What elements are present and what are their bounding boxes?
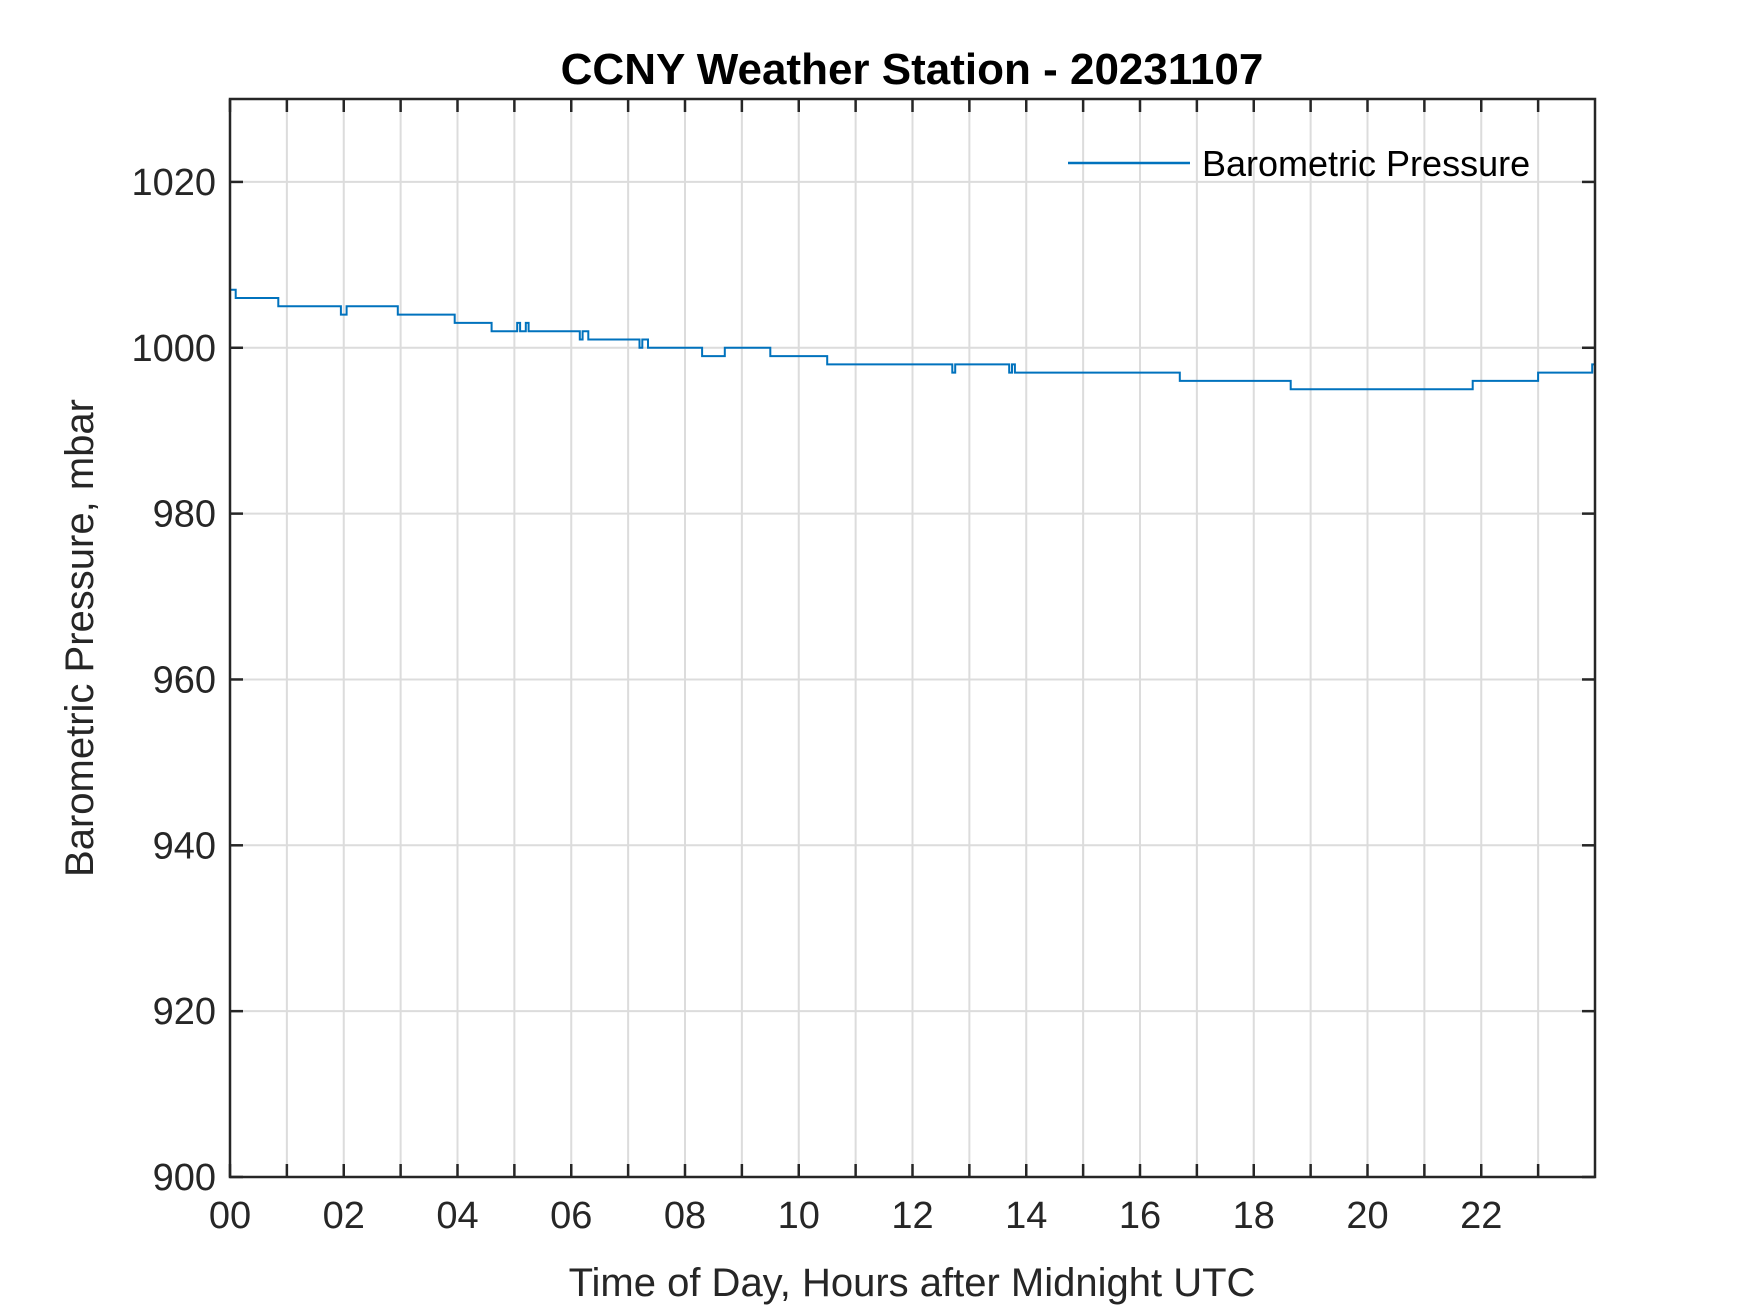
x-tick-label: 08 — [664, 1195, 706, 1237]
tick-marks — [228, 99, 1595, 1179]
x-tick-label: 14 — [1005, 1195, 1047, 1237]
series-line-barometric-pressure — [230, 288, 1595, 391]
x-tick-label: 20 — [1346, 1195, 1388, 1237]
legend-label: Barometric Pressure — [1202, 143, 1530, 184]
y-axis-label: Barometric Pressure, mbar — [58, 399, 102, 877]
y-tick-label: 1020 — [131, 162, 216, 204]
y-tick-label: 900 — [153, 1157, 216, 1199]
y-tick-labels: 900 920 940 960 980 1000 1020 — [131, 162, 216, 1199]
y-tick-label: 920 — [153, 991, 216, 1033]
x-tick-label: 00 — [209, 1195, 251, 1237]
x-tick-label: 12 — [891, 1195, 933, 1237]
x-tick-label: 18 — [1233, 1195, 1275, 1237]
x-tick-label: 16 — [1119, 1195, 1161, 1237]
y-tick-label: 960 — [153, 659, 216, 701]
series-layer — [230, 288, 1595, 391]
legend: Barometric Pressure — [1068, 143, 1530, 184]
x-tick-label: 06 — [550, 1195, 592, 1237]
x-tick-label: 02 — [323, 1195, 365, 1237]
x-tick-label: 22 — [1460, 1195, 1502, 1237]
chart-title: CCNY Weather Station - 20231107 — [561, 45, 1264, 94]
y-tick-label: 980 — [153, 494, 216, 536]
x-tick-label: 04 — [436, 1195, 478, 1237]
y-tick-label: 940 — [153, 825, 216, 867]
x-tick-label: 10 — [778, 1195, 820, 1237]
x-tick-labels: 00 02 04 06 08 10 12 14 16 18 20 22 — [209, 1195, 1503, 1237]
x-axis-label: Time of Day, Hours after Midnight UTC — [569, 1261, 1256, 1305]
y-tick-label: 1000 — [131, 328, 216, 370]
